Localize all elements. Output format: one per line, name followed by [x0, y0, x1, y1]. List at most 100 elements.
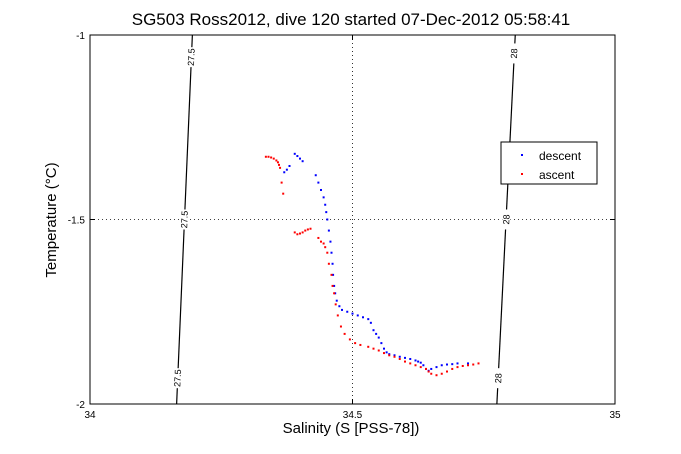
ascent-point-20	[324, 246, 327, 249]
descent-point-32	[377, 336, 380, 339]
ascent-point-0	[264, 155, 267, 158]
contour-label-28-0: 28	[509, 48, 519, 59]
ascent-point-29	[343, 332, 346, 335]
ascent-point-16	[309, 227, 312, 230]
descent-point-16	[330, 251, 333, 254]
ascent-point-14	[304, 229, 307, 232]
descent-point-52	[456, 362, 459, 365]
descent-point-29	[369, 321, 372, 324]
density-contours: 27.5 27.5 27.5 28 28 28	[172, 34, 519, 405]
ascent-point-12	[299, 232, 301, 235]
data-points	[264, 152, 480, 377]
ascent-point-32	[359, 343, 362, 346]
descent-point-51	[451, 363, 454, 366]
ascent-point-3	[272, 157, 275, 160]
x-axis-label: Salinity (S [PSS-78])	[283, 420, 420, 437]
ascent-point-46	[430, 372, 433, 375]
descent-point-7	[314, 174, 317, 177]
descent-point-25	[351, 312, 354, 315]
ascent-point-27	[336, 314, 339, 317]
ascent-point-45	[427, 370, 430, 373]
ascent-point-47	[435, 374, 438, 377]
ascent-point-1	[267, 155, 270, 158]
descent-point-48	[435, 366, 438, 369]
ascent-point-26	[334, 303, 337, 306]
ascent-point-40	[404, 360, 406, 363]
x-tick-label-34: 34	[84, 410, 96, 421]
contour-label-bg	[180, 209, 189, 230]
legend-marker-ascent	[521, 173, 523, 175]
descent-point-24	[346, 310, 349, 313]
ascent-point-37	[388, 354, 391, 357]
ascent-point-38	[393, 355, 396, 358]
descent-point-47	[430, 367, 433, 370]
descent-point-34	[383, 347, 385, 350]
ascent-point-7	[279, 166, 282, 169]
descent-point-4	[288, 164, 291, 167]
ascent-point-42	[414, 364, 417, 367]
y-tick-label-1-5: -1.5	[68, 216, 86, 227]
x-tick-label-35: 35	[609, 410, 621, 421]
descent-point-40	[409, 357, 412, 360]
ascent-point-34	[372, 347, 375, 350]
ascent-point-8	[280, 181, 283, 184]
ascent-point-36	[383, 352, 385, 355]
descent-point-3	[301, 160, 304, 163]
descent-point-27	[362, 316, 364, 319]
descent-point-11	[324, 203, 327, 206]
ascent-point-44	[425, 367, 427, 370]
ascent-point-50	[451, 367, 454, 370]
ascent-point-11	[296, 233, 299, 236]
descent-point-43	[419, 361, 422, 364]
descent-point-50	[446, 363, 448, 366]
descent-point-31	[375, 332, 378, 335]
y-tick-label-1: -1	[76, 31, 85, 42]
legend-marker-descent	[521, 154, 523, 156]
descent-point-2	[299, 157, 301, 160]
descent-point-30	[372, 329, 375, 332]
descent-point-0	[293, 152, 296, 155]
ascent-point-13	[301, 231, 304, 234]
grid-lines	[90, 35, 615, 404]
ascent-point-35	[377, 349, 380, 352]
contour-label-27-5-2: 27.5	[172, 369, 183, 387]
contour-label-bg	[186, 46, 196, 68]
descent-point-10	[322, 196, 325, 199]
contour-label-28-2: 28	[493, 373, 503, 384]
ascent-point-55	[477, 362, 480, 365]
descent-point-35	[385, 351, 388, 354]
descent-point-33	[380, 342, 383, 345]
contour-label-27-5-0: 27.5	[186, 48, 197, 66]
ascent-point-51	[456, 366, 459, 369]
legend-box	[500, 141, 598, 185]
ascent-point-9	[282, 192, 285, 195]
descent-point-19	[333, 284, 336, 287]
descent-point-13	[326, 218, 329, 221]
descent-point-53	[467, 362, 469, 365]
ascent-point-25	[333, 292, 336, 295]
ascent-point-33	[367, 345, 370, 348]
legend-label-ascent: ascent	[539, 168, 575, 182]
ascent-point-39	[398, 357, 401, 360]
x-tick-label-34-5: 34.5	[343, 410, 363, 421]
descent-point-49	[440, 364, 443, 367]
ascent-point-48	[440, 372, 443, 375]
ascent-point-22	[327, 262, 330, 265]
descent-point-23	[341, 308, 343, 311]
descent-point-9	[320, 188, 322, 191]
contour-label-bg	[173, 368, 183, 389]
contour-label-bg	[501, 209, 511, 230]
ascent-point-21	[326, 251, 329, 254]
ascent-point-49	[446, 370, 448, 373]
descent-point-15	[329, 240, 332, 243]
y-axis-label: Temperature (°C)	[43, 162, 60, 277]
chart-title: SG503 Ross2012, dive 120 started 07-Dec-…	[132, 10, 571, 29]
ascent-point-41	[409, 362, 412, 365]
descent-point-21	[335, 299, 338, 302]
ascent-point-52	[461, 364, 464, 367]
descent-point-8	[317, 181, 320, 184]
contour-label-27-5-1: 27.5	[179, 211, 190, 229]
ascent-point-4	[275, 159, 278, 162]
ascent-point-6	[278, 163, 280, 166]
